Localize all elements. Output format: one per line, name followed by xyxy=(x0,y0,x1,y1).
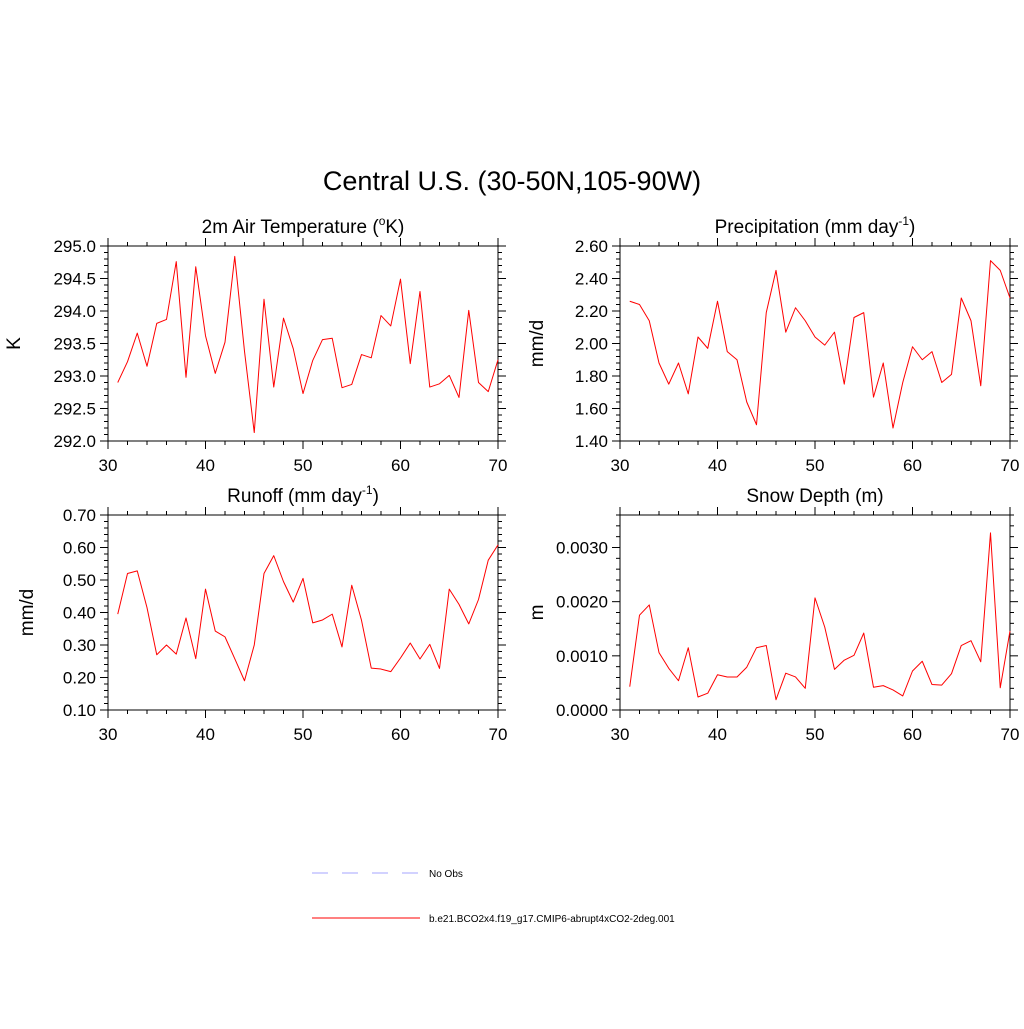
y-tick-label: 292.0 xyxy=(53,432,96,451)
y-axis-label: K xyxy=(4,337,25,350)
x-tick-label: 40 xyxy=(196,725,215,744)
y-tick-label: 0.0000 xyxy=(556,701,608,720)
x-tick-label: 70 xyxy=(1001,725,1020,744)
y-tick-label: 0.70 xyxy=(63,506,96,525)
plot-frame xyxy=(619,245,1011,442)
y-tick-label: 1.60 xyxy=(575,400,608,419)
plot-frame xyxy=(107,514,499,711)
panel-title: Precipitation (mm day-1) xyxy=(715,214,916,238)
x-tick-label: 40 xyxy=(708,456,727,475)
main-title: Central U.S. (30-50N,105-90W) xyxy=(323,166,701,196)
x-tick-label: 70 xyxy=(1001,456,1020,475)
panel-3: 30 40 50 60 70 0.10 0.20 0.30 0.40 0.50 0.60 0.70 Ru… xyxy=(17,483,507,744)
y-tick-label: 0.10 xyxy=(63,701,96,720)
y-tick-label: 0.40 xyxy=(63,604,96,623)
legend-label: No Obs xyxy=(429,869,463,880)
y-tick-label: 0.50 xyxy=(63,571,96,590)
plot-frame xyxy=(107,245,499,442)
y-tick-label: 292.5 xyxy=(53,400,96,419)
panel-title-tail: ) xyxy=(909,217,915,238)
series-line xyxy=(117,255,499,434)
panel-title: Runoff (mm day-1) xyxy=(227,483,379,507)
panel-1: 30 40 50 60 70 292.0 292.5 293.0 293.5 294.0 294.5… xyxy=(4,214,507,475)
x-tick-label: 30 xyxy=(611,456,630,475)
x-tick-label: 70 xyxy=(489,456,508,475)
x-tick-label: 50 xyxy=(294,456,313,475)
x-tick-label: 30 xyxy=(611,725,630,744)
panel-title-superscript: -1 xyxy=(898,214,909,228)
x-tick-label: 30 xyxy=(99,725,118,744)
y-tick-label: 2.00 xyxy=(575,335,608,354)
y-tick-label: 1.80 xyxy=(575,367,608,386)
y-axis-label: m xyxy=(527,605,548,621)
x-tick-label: 60 xyxy=(391,725,410,744)
panels: 30 40 50 60 70 292.0 292.5 293.0 293.5 294.0 294.5… xyxy=(4,214,1019,744)
panel-title-superscript: -1 xyxy=(362,483,373,497)
y-tick-label: 295.0 xyxy=(53,237,96,256)
y-axis-label: mm/d xyxy=(17,589,38,637)
legend: No Obs b.e21.BCO2x4.f19_g17.CMIP6-abrupt4… xyxy=(312,869,675,925)
y-tick-label: 294.0 xyxy=(53,302,96,321)
y-tick-label: 2.40 xyxy=(575,270,608,289)
x-tick-label: 50 xyxy=(806,456,825,475)
x-tick-label: 60 xyxy=(391,456,410,475)
panel-2: 30 40 50 60 70 1.40 1.60 1.80 2.00 2.20 2.40 2.60 Pr… xyxy=(527,214,1019,475)
panel-title-main: 2m Air Temperature ( xyxy=(202,217,380,238)
y-axis-label: mm/d xyxy=(527,320,548,368)
panel-title: 2m Air Temperature (oK) xyxy=(202,214,405,238)
y-tick-label: 0.0020 xyxy=(556,593,608,612)
x-tick-label: 50 xyxy=(806,725,825,744)
legend-label: b.e21.BCO2x4.f19_g17.CMIP6-abrupt4xCO2-2… xyxy=(429,914,675,925)
y-tick-label: 293.0 xyxy=(53,367,96,386)
y-tick-label: 2.60 xyxy=(575,237,608,256)
y-tick-label: 0.0030 xyxy=(556,539,608,558)
x-tick-label: 30 xyxy=(99,456,118,475)
panel-4: 30 40 50 60 70 0.0000 0.0010 0.0020 0.0030 Snow D… xyxy=(527,486,1019,744)
panel-title: Snow Depth (m) xyxy=(746,486,883,507)
series-line xyxy=(629,532,1011,701)
x-tick-label: 60 xyxy=(903,725,922,744)
y-tick-label: 1.40 xyxy=(575,432,608,451)
series-line xyxy=(117,544,499,682)
panel-title-main: Snow Depth (m) xyxy=(746,486,883,507)
series-line xyxy=(629,260,1011,429)
panel-title-superscript: o xyxy=(379,214,386,228)
panel-title-tail: K) xyxy=(385,217,404,238)
y-tick-label: 2.20 xyxy=(575,302,608,321)
panel-title-tail: ) xyxy=(373,486,379,507)
y-tick-label: 294.5 xyxy=(53,270,96,289)
y-tick-label: 0.0010 xyxy=(556,647,608,666)
x-tick-label: 40 xyxy=(708,725,727,744)
panel-title-main: Runoff (mm day xyxy=(227,486,362,507)
panel-title-main: Precipitation (mm day xyxy=(715,217,899,238)
x-tick-label: 70 xyxy=(489,725,508,744)
y-tick-label: 0.60 xyxy=(63,539,96,558)
x-tick-label: 50 xyxy=(294,725,313,744)
y-tick-label: 0.30 xyxy=(63,636,96,655)
y-tick-label: 0.20 xyxy=(63,669,96,688)
y-tick-label: 293.5 xyxy=(53,335,96,354)
x-tick-label: 40 xyxy=(196,456,215,475)
x-tick-label: 60 xyxy=(903,456,922,475)
